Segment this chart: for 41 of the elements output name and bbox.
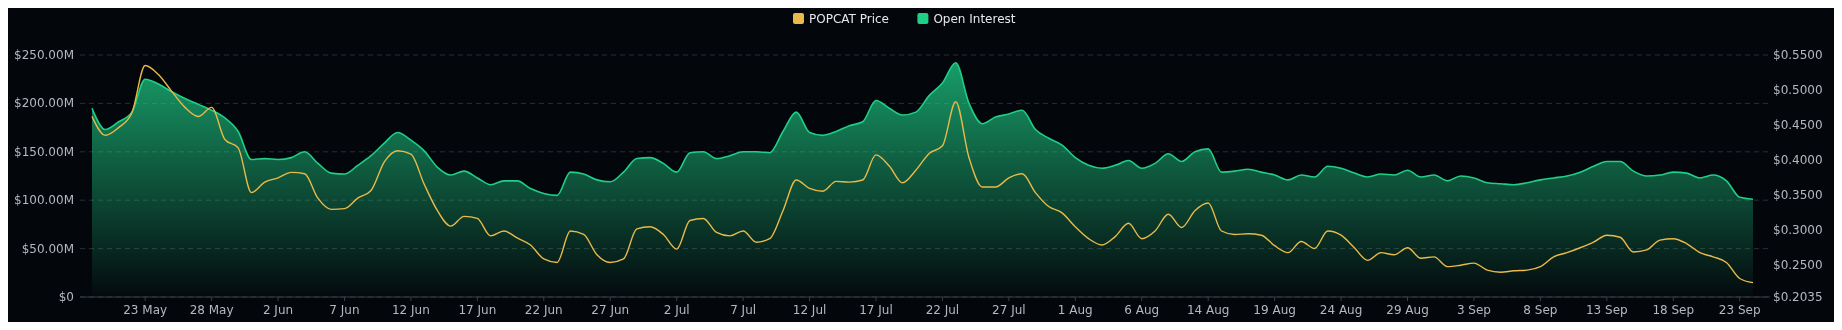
- x-tick-label: 1 Aug: [1057, 303, 1093, 317]
- x-tick-label: 6 Aug: [1124, 303, 1160, 317]
- x-tick-label: 27 Jun: [591, 303, 630, 317]
- y2-tick-label: $0.2035: [1773, 290, 1823, 304]
- y2-tick-label: $0.4500: [1773, 117, 1823, 132]
- x-tick-label: 23 Sep: [1718, 303, 1761, 317]
- y2-tick-label: $0.2500: [1773, 257, 1823, 272]
- x-tick-label: 3 Sep: [1456, 303, 1491, 317]
- x-tick-label: 18 Sep: [1652, 303, 1695, 317]
- x-tick-label: 17 Jul: [859, 303, 893, 317]
- x-tick-label: 29 Aug: [1386, 303, 1429, 317]
- x-tick-label: 7 Jun: [329, 303, 360, 317]
- x-tick-label: 2 Jun: [262, 303, 294, 317]
- x-tick-label: 2 Jul: [663, 303, 690, 317]
- x-tick-label: 17 Jun: [458, 303, 497, 317]
- x-tick-label: 24 Aug: [1319, 303, 1363, 317]
- y2-tick-label: $0.3500: [1773, 187, 1823, 202]
- x-tick-label: 27 Jul: [992, 303, 1026, 317]
- x-tick-label: 7 Jul: [730, 303, 757, 317]
- x-tick-label: 19 Aug: [1253, 303, 1296, 317]
- y2-tick-label: $0.5000: [1773, 82, 1823, 97]
- x-tick-label: 12 Jul: [792, 303, 827, 317]
- legend-label: POPCAT Price: [809, 11, 889, 26]
- y-tick-label: $250.00M: [14, 48, 74, 62]
- x-tick-label: 23 May: [123, 303, 168, 317]
- x-tick-label: 14 Aug: [1186, 303, 1230, 317]
- y-tick-label: $50.00M: [21, 241, 74, 256]
- legend-label: Open Interest: [933, 11, 1016, 26]
- x-tick-label: 8 Sep: [1523, 303, 1558, 317]
- x-tick-label: 22 Jun: [524, 303, 563, 317]
- y-tick-label: $200.00M: [14, 96, 74, 111]
- y-tick-label: $0: [58, 290, 74, 304]
- x-tick-label: 22 Jul: [925, 303, 960, 317]
- x-tick-label: 12 Jun: [391, 303, 430, 317]
- y-tick-label: $150.00M: [14, 144, 74, 159]
- x-tick-label: 13 Sep: [1585, 303, 1628, 317]
- y2-tick-label: $0.4000: [1773, 152, 1823, 167]
- y2-tick-label: $0.5500: [1773, 48, 1823, 62]
- x-tick-label: 28 May: [189, 303, 234, 317]
- y-tick-label: $100.00M: [14, 193, 74, 208]
- y2-tick-label: $0.3000: [1773, 222, 1823, 237]
